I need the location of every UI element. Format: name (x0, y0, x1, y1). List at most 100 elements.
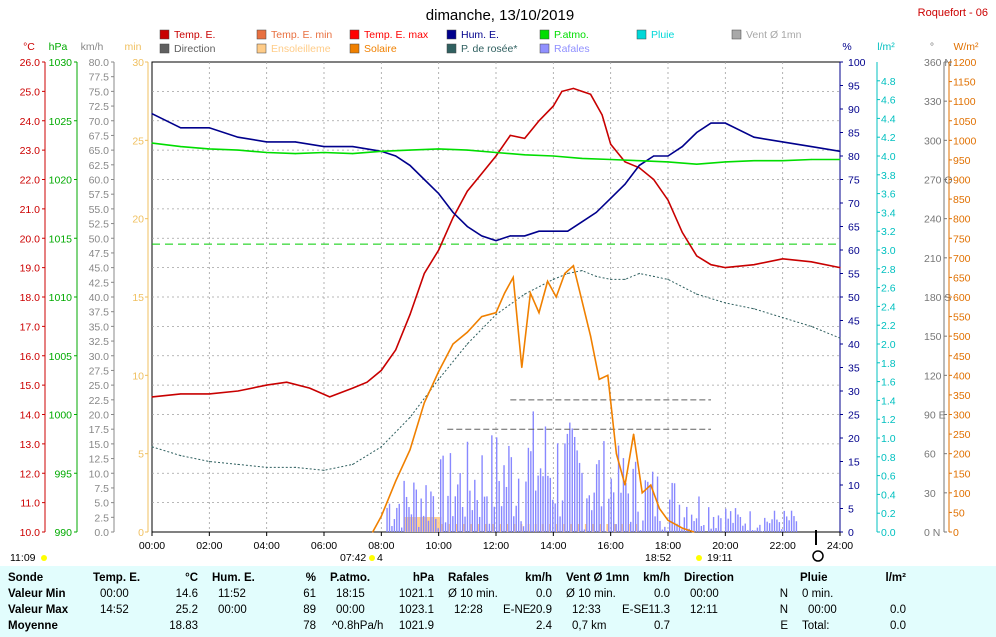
summary-unit: % (305, 572, 316, 584)
tick-label-rain: 1.4 (881, 395, 896, 407)
series-point-0 (561, 90, 563, 92)
series-point-3 (839, 337, 841, 339)
x-tick-label: 22:00 (770, 540, 796, 552)
press-average: 1021.9 (398, 620, 434, 632)
tick-label-wind: 57.5 (89, 189, 110, 201)
series-point-1 (323, 146, 325, 148)
series-point-4 (504, 292, 506, 294)
series-point-1 (466, 225, 468, 228)
tick-label-rain: 0.0 (881, 527, 896, 539)
series-point-2 (581, 157, 583, 159)
vent-min-value: 0.0 (654, 588, 670, 600)
series-point-4 (512, 276, 514, 279)
legend-swatch (159, 29, 170, 40)
series-point-0 (329, 396, 331, 398)
tick-label-wind: 10.0 (89, 468, 110, 480)
series-point-2 (638, 160, 640, 162)
tick-label-sunshine: 15 (132, 292, 144, 304)
series-point-4 (452, 343, 454, 345)
series-point-0 (710, 264, 712, 266)
tick-label-temp: 13.0 (20, 439, 41, 451)
chart-title: dimanche, 13/10/2019 (426, 7, 574, 24)
legend-label: Rafales (554, 43, 590, 55)
sunshine-bar (491, 524, 494, 532)
series-point-1 (208, 127, 210, 129)
series-point-2 (839, 158, 841, 161)
tick-label-rain: 4.2 (881, 132, 896, 144)
x-tick-label: 14:00 (540, 540, 566, 552)
series-point-3 (653, 275, 655, 278)
summary-row-label: Moyenne (8, 620, 58, 632)
summary-header: Vent Ø 1mn (566, 572, 630, 584)
sunshine-bar (599, 524, 602, 532)
tick-label-pressure: 1000 (49, 410, 73, 422)
series-point-0 (753, 264, 755, 266)
series-point-0 (782, 258, 784, 260)
hum-max-time: 00:00 (218, 604, 247, 616)
series-point-2 (495, 151, 497, 154)
series-point-4 (650, 484, 652, 486)
summary-row-label: Valeur Max (8, 604, 69, 616)
tick-label-wind: 2.5 (94, 512, 109, 524)
tick-label-humidity: 35 (848, 363, 860, 375)
unit-sunshine: min (125, 41, 142, 53)
sunshine-bar (577, 524, 580, 532)
tick-label-rain: 2.6 (881, 283, 896, 295)
sun-icon (41, 555, 47, 561)
temp-min-time: 00:00 (100, 588, 129, 600)
series-point-1 (552, 230, 554, 232)
tick-label-solar: 1000 (953, 135, 977, 147)
tick-label-temp: 10.0 (20, 527, 41, 539)
tick-label-solar: 450 (953, 351, 971, 363)
series-point-3 (323, 469, 325, 471)
tick-label-solar: 950 (953, 155, 971, 167)
tick-label-humidity: 50 (848, 292, 860, 304)
tick-label-solar: 250 (953, 429, 971, 441)
sunshine-bar (613, 524, 616, 532)
tick-label-rain: 3.8 (881, 170, 896, 182)
tick-label-solar: 100 (953, 488, 971, 500)
temp-max-value: 25.2 (175, 604, 198, 616)
tick-label-wind: 20.0 (89, 410, 110, 422)
tick-label-wind: 65.0 (89, 145, 110, 157)
series-point-3 (782, 316, 784, 319)
tick-label-rain: 4.0 (881, 151, 896, 163)
pluie-max-time: 00:00 (808, 604, 837, 616)
summary-table: Sonde Temp. E. °C Hum. E.% P.atmo. hPa Rafales… (0, 566, 996, 637)
summary-header: P.atmo. (330, 572, 371, 584)
series-point-1 (810, 146, 812, 148)
series-point-0 (151, 396, 153, 398)
legend-swatch (539, 29, 550, 40)
summary-unit: km/h (525, 572, 552, 584)
rafales-average: 2.4 (536, 620, 552, 632)
series-point-4 (667, 519, 669, 521)
series-point-4 (615, 453, 618, 455)
sunshine-bar (448, 524, 451, 532)
series-point-3 (567, 272, 569, 275)
tick-label-sunshine: 30 (132, 57, 144, 69)
series-point-2 (782, 160, 784, 162)
series-point-1 (696, 131, 698, 134)
tick-label-temp: 11.0 (20, 498, 40, 510)
series-point-3 (638, 272, 640, 275)
series-point-0 (572, 87, 575, 90)
tick-label-temp: 23.0 (20, 145, 41, 157)
series-point-4 (521, 366, 523, 369)
tick-label-pressure: 990 (54, 527, 72, 539)
tick-label-direction: 30 (924, 488, 936, 500)
series-point-1 (782, 141, 784, 143)
press-max-value: 1023.1 (398, 604, 434, 616)
series-point-0 (810, 261, 812, 263)
series-point-0 (667, 199, 669, 201)
tick-label-solar: 150 (953, 468, 971, 480)
series-point-2 (237, 149, 239, 151)
tick-label-temp: 12.0 (20, 468, 41, 480)
series-point-4 (624, 484, 626, 486)
series-point-0 (309, 387, 311, 389)
legend-swatch (539, 43, 550, 54)
tick-label-rain: 0.4 (881, 489, 896, 501)
series-point-2 (266, 151, 268, 154)
sunshine-bar (455, 524, 458, 532)
series-point-1 (509, 235, 511, 237)
temp-max-time: 14:52 (100, 604, 129, 616)
